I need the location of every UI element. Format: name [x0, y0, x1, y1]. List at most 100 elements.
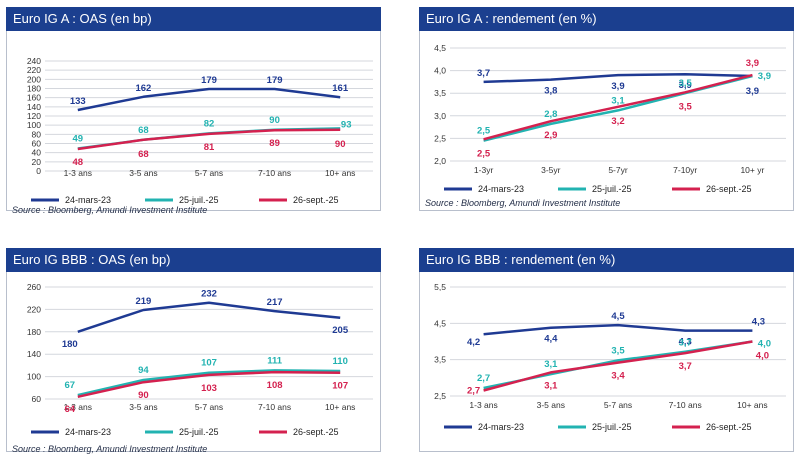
data-label: 3,8 — [544, 86, 557, 97]
data-label: 180 — [62, 339, 78, 350]
y-tick-label: 60 — [32, 394, 42, 404]
y-tick-label: 120 — [27, 111, 41, 121]
data-label: 4,3 — [752, 317, 765, 328]
legend-label: 24-mars-23 — [478, 184, 524, 194]
data-label: 3,7 — [679, 338, 692, 349]
chart-area: 60 100 140 180 220 260 1-3 ans 3-5 ans 5-7 ans 7-… — [6, 272, 381, 452]
x-tick-label: 1-3 ans — [64, 402, 92, 412]
chart-title: Euro IG A : rendement (en %) — [419, 7, 794, 31]
data-label: 133 — [70, 96, 86, 107]
data-label: 179 — [267, 75, 283, 86]
data-label: 68 — [138, 149, 149, 160]
series-line — [77, 369, 341, 397]
chart-area: 2,5 3,5 4,5 5,5 1-3 ans 3-5 ans 5-7 ans 7-10 an… — [419, 272, 794, 452]
data-label: 2,5 — [477, 126, 491, 137]
series-line — [77, 370, 341, 399]
data-label: 3,4 — [611, 371, 625, 382]
y-tick-label: 40 — [32, 148, 42, 158]
x-tick-label: 1-3 ans — [64, 168, 92, 178]
y-tick-label: 3,0 — [434, 111, 446, 121]
x-tick-label: 3-5 ans — [129, 402, 157, 412]
y-tick-label: 100 — [27, 372, 41, 382]
source-note: Source : Bloomberg, Amundi Investment In… — [425, 198, 621, 208]
y-tick-label: 140 — [27, 102, 41, 112]
data-label: 90 — [335, 139, 346, 150]
data-label: 232 — [201, 289, 217, 300]
data-label: 90 — [269, 115, 280, 126]
y-tick-label: 220 — [27, 65, 41, 75]
y-tick-label: 260 — [27, 282, 41, 292]
legend-label: 24-mars-23 — [65, 427, 111, 437]
chart-svg: 60 100 140 180 220 260 1-3 ans 3-5 ans 5-7 ans 7-… — [27, 282, 373, 437]
series-line — [483, 73, 753, 141]
data-label: 161 — [332, 83, 349, 94]
data-label: 3,5 — [679, 101, 693, 112]
data-label: 3,9 — [746, 58, 759, 69]
x-tick-label: 7-10yr — [673, 165, 697, 175]
data-label: 3,9 — [758, 71, 771, 82]
data-label: 81 — [204, 142, 215, 153]
data-label: 110 — [333, 356, 348, 367]
legend-label: 25-juil.-25 — [592, 184, 632, 194]
x-tick-label: 5-7yr — [608, 165, 628, 175]
y-tick-label: 2,5 — [434, 133, 446, 143]
legend-label: 25-juil.-25 — [179, 427, 219, 437]
y-tick-label: 180 — [27, 327, 41, 337]
data-label: 89 — [269, 138, 280, 149]
data-label: 2,9 — [544, 130, 557, 141]
series-line — [483, 323, 753, 336]
x-tick-label: 7-10 ans — [258, 402, 291, 412]
x-tick-label: 10+ ans — [325, 402, 356, 412]
data-label: 2,7 — [467, 386, 480, 397]
legend-label: 26-sept.-25 — [706, 184, 752, 194]
chart-svg: 2,5 3,5 4,5 5,5 1-3 ans 3-5 ans 5-7 ans 7-10 an… — [434, 282, 786, 432]
data-label: 3,7 — [679, 361, 692, 372]
x-tick-label: 10+ ans — [737, 400, 768, 410]
data-label: 67 — [65, 380, 76, 391]
x-tick-label: 1-3 ans — [469, 400, 497, 410]
data-label: 162 — [135, 83, 151, 94]
y-tick-label: 180 — [27, 84, 41, 94]
y-tick-label: 5,5 — [434, 282, 446, 292]
data-label: 3,9 — [611, 81, 624, 92]
y-tick-label: 3,5 — [434, 355, 446, 365]
data-label: 82 — [204, 118, 215, 129]
legend-label: 26-sept.-25 — [293, 195, 339, 205]
data-label: 217 — [267, 297, 283, 308]
legend-label: 24-mars-23 — [65, 195, 111, 205]
x-tick-label: 5-7 ans — [195, 402, 223, 412]
y-tick-label: 2,0 — [434, 156, 446, 166]
x-tick-label: 1-3yr — [474, 165, 494, 175]
series-line — [77, 87, 341, 112]
y-tick-label: 4,5 — [434, 318, 446, 328]
y-tick-label: 2,5 — [434, 391, 446, 401]
data-label: 3,2 — [611, 116, 624, 127]
x-tick-label: 3-5 ans — [129, 168, 157, 178]
data-label: 3,5 — [679, 78, 693, 89]
data-label: 3,7 — [477, 68, 490, 79]
data-label: 64 — [65, 404, 76, 415]
y-tick-label: 4,5 — [434, 43, 446, 53]
data-label: 107 — [201, 358, 217, 369]
data-label: 4,3 — [679, 337, 692, 348]
legend-label: 25-juil.-25 — [592, 422, 632, 432]
chart-area: 0 20 40 60 80 100 120 140 160 180 200 220 240 1-3 ans… — [6, 31, 381, 211]
y-tick-label: 0 — [36, 166, 41, 176]
y-tick-label: 20 — [32, 157, 42, 167]
y-tick-label: 220 — [27, 304, 41, 314]
data-label: 3,9 — [746, 86, 759, 97]
legend-label: 26-sept.-25 — [293, 427, 339, 437]
data-label: 94 — [138, 365, 149, 376]
legend-label: 26-sept.-25 — [706, 422, 752, 432]
data-label: 3,9 — [679, 80, 692, 91]
data-label: 4,2 — [467, 337, 480, 348]
data-label: 3,1 — [544, 380, 558, 391]
source-note: Source : Bloomberg, Amundi Investment In… — [12, 205, 208, 215]
data-label: 4,5 — [611, 311, 625, 322]
y-tick-label: 240 — [27, 56, 41, 66]
legend-label: 25-juil.-25 — [179, 195, 219, 205]
y-tick-label: 140 — [27, 349, 41, 359]
series-line — [483, 340, 753, 392]
x-tick-label: 10+ yr — [740, 165, 764, 175]
